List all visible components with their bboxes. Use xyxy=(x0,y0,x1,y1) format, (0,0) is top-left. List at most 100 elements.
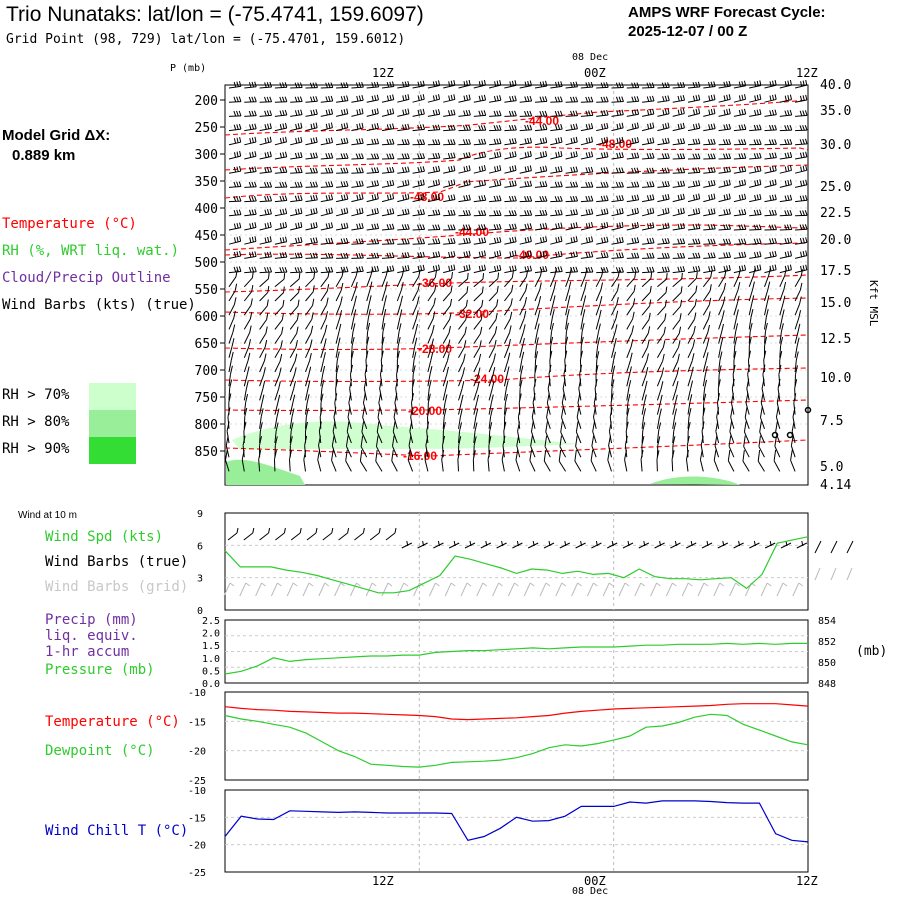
upper-barb-feather xyxy=(758,224,762,230)
upper-barb-feather xyxy=(330,222,334,228)
sfc-barb-feather xyxy=(548,540,551,547)
upper-barb-feather xyxy=(575,209,578,215)
upper-barb-feather xyxy=(320,393,324,403)
upper-barb-staff xyxy=(775,417,781,429)
upper-barb-feather xyxy=(575,96,579,102)
upper-barb-feather xyxy=(710,123,714,130)
upper-barb-feather xyxy=(253,96,257,102)
upper-barb-staff xyxy=(427,304,435,316)
upper-barb-feather xyxy=(362,392,366,404)
upper-barb-staff xyxy=(596,226,608,231)
upper-barb-feather xyxy=(300,122,303,128)
upper-barb-staff xyxy=(718,345,722,358)
upper-barb-feather xyxy=(376,238,380,244)
upper-barb-feather xyxy=(527,236,530,243)
upper-barb-feather xyxy=(588,222,591,228)
upper-barb-staff xyxy=(504,84,517,89)
upper-barb-feather xyxy=(386,95,390,101)
upper-barb-feather xyxy=(554,96,558,103)
upper-barb-feather xyxy=(448,195,451,201)
upper-barb-feather xyxy=(386,224,390,230)
upper-barb-feather xyxy=(249,223,252,229)
upper-barb-staff xyxy=(350,345,353,358)
upper-barb-feather xyxy=(371,124,374,130)
upper-barb-feather xyxy=(651,181,655,187)
upper-barb-feather xyxy=(468,79,471,86)
upper-barb-feather xyxy=(248,209,252,216)
upper-barb-feather xyxy=(560,236,563,242)
upper-barb-feather xyxy=(555,166,558,173)
upper-barb-feather xyxy=(667,193,670,200)
upper-barb-feather xyxy=(641,436,645,446)
upper-barb-feather xyxy=(752,281,755,290)
upper-barb-staff xyxy=(565,303,569,316)
upper-barb-feather xyxy=(450,166,453,172)
upper-barb-feather xyxy=(756,265,759,271)
upper-barb-feather xyxy=(799,152,803,158)
upper-barb-feather xyxy=(679,82,683,88)
upper-barb-staff xyxy=(733,228,746,231)
upper-barb-feather xyxy=(299,181,303,188)
upper-barb-staff xyxy=(550,128,563,132)
upper-barb-staff xyxy=(412,317,417,330)
upper-barb-feather xyxy=(305,407,309,417)
upper-barb-staff xyxy=(641,346,649,359)
upper-barb-feather xyxy=(402,81,405,88)
upper-barb-staff xyxy=(504,185,517,188)
upper-barb-staff xyxy=(243,291,253,302)
upper-barb-feather xyxy=(750,309,754,318)
upper-barb-feather xyxy=(254,136,257,143)
upper-barb-feather xyxy=(353,309,357,318)
upper-barb-feather xyxy=(607,449,611,461)
upper-barb-feather xyxy=(459,408,463,418)
upper-barb-feather xyxy=(254,236,257,242)
grid-barb-feather xyxy=(545,582,551,587)
upper-barb-feather xyxy=(664,252,668,259)
upper-barb-feather xyxy=(661,238,665,244)
upper-barb-feather xyxy=(251,181,255,188)
upper-barb-feather xyxy=(627,393,631,403)
upper-barb-feather xyxy=(692,266,696,272)
upper-barb-staff xyxy=(764,129,777,132)
upper-barb-feather xyxy=(631,138,634,144)
upper-barb-feather xyxy=(328,194,331,201)
upper-barb-feather xyxy=(498,210,502,216)
upper-barb-staff xyxy=(244,240,257,245)
upper-barb-feather xyxy=(554,196,558,202)
upper-barb-feather xyxy=(343,252,346,259)
upper-barb-staff xyxy=(320,157,333,160)
top-time-00z: 00Z xyxy=(584,66,606,80)
upper-barb-staff xyxy=(489,143,502,146)
upper-barb-feather xyxy=(698,123,701,129)
upper-barb-staff xyxy=(596,213,609,217)
upper-barb-staff xyxy=(320,142,333,146)
upper-barb-staff xyxy=(458,278,468,288)
upper-barb-feather xyxy=(666,273,668,280)
upper-barb-feather xyxy=(560,166,563,172)
upper-barb-feather xyxy=(601,137,604,144)
upper-barb-feather xyxy=(509,138,512,145)
upper-barb-feather xyxy=(667,137,670,144)
upper-barb-feather xyxy=(616,223,619,229)
upper-barb-feather xyxy=(472,450,476,460)
upper-barb-feather xyxy=(315,207,318,214)
upper-barb-feather xyxy=(754,110,757,116)
upper-barb-staff xyxy=(289,388,295,401)
upper-barb-feather xyxy=(606,151,609,158)
upper-barb-staff xyxy=(366,113,379,117)
upper-barb-feather xyxy=(544,435,548,447)
upper-barb-feather xyxy=(401,268,405,276)
upper-barb-feather xyxy=(406,238,410,244)
upper-barb-feather xyxy=(606,251,609,258)
upper-barb-feather xyxy=(682,167,686,173)
upper-barb-feather xyxy=(343,194,346,200)
grid-barb xyxy=(792,582,800,597)
upper-barb-feather xyxy=(499,236,502,243)
upper-barb-staff xyxy=(259,319,267,330)
upper-barb-feather xyxy=(493,237,497,244)
upper-barb-feather xyxy=(282,152,285,158)
upper-barb-feather xyxy=(496,265,499,271)
upper-barb-feather xyxy=(358,180,362,187)
upper-barb-feather xyxy=(313,123,316,129)
upper-barb-feather xyxy=(310,209,313,215)
